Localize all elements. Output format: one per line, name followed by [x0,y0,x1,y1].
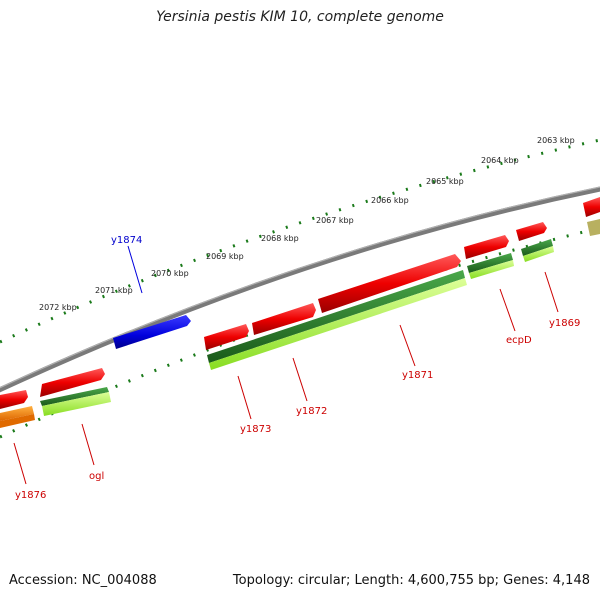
gene-band[interactable] [521,239,553,256]
gene-band[interactable] [469,260,514,279]
kbp-label: 2071 kbp [95,286,133,295]
kbp-label: 2064 kbp [481,156,519,165]
label-leader-line [13,442,27,485]
kbp-label: 2072 kbp [39,303,77,312]
gene-arrow[interactable] [252,303,316,335]
label-leader-line [237,375,252,420]
gene-label-y1872: y1872 [296,406,327,417]
label-leader-line [292,357,308,402]
gene-arrow[interactable] [516,222,547,241]
gene-band[interactable] [467,253,513,273]
gene-arrow[interactable] [0,390,28,409]
accession-text: Accession: NC_004088 [9,573,157,588]
gene-label-y1871: y1871 [402,370,433,381]
gene-arrow[interactable] [583,197,600,217]
gene-band[interactable] [207,270,465,363]
gene-label-y1874: y1874 [111,235,142,246]
genome-backbone [0,186,600,393]
gene-label-y1869: y1869 [549,318,580,329]
red-gene-row [0,197,600,409]
gene-label-y1873: y1873 [240,424,271,435]
label-leader-line [81,423,95,466]
gene-y1874-arrow[interactable] [113,315,191,349]
kbp-label: 2068 kbp [261,234,299,243]
kbp-label: 2063 kbp [537,136,575,145]
map-title: Yersinia pestis KIM 10, complete genome [156,9,444,25]
gene-band[interactable] [0,414,35,428]
genome-summary-text: Topology: circular; Length: 4,600,755 bp… [232,573,590,588]
label-leader-line [399,324,416,367]
gene-arrow[interactable] [204,324,249,350]
gene-arrow[interactable] [464,235,509,259]
gene-band[interactable] [0,406,34,421]
gene-label-ecpD: ecpD [506,335,532,346]
label-leader-line [127,245,143,294]
green-gene-row [0,219,600,428]
gene-label-y1876: y1876 [15,490,46,501]
gene-band[interactable] [523,246,554,262]
gene-band[interactable] [40,387,109,406]
label-leader-line [499,288,516,332]
gene-band[interactable] [209,278,467,370]
gene-band[interactable] [42,392,111,416]
kbp-label: 2065 kbp [426,177,464,186]
gene-arrow[interactable] [318,254,461,313]
kbp-label: 2070 kbp [151,269,189,278]
kbp-label: 2067 kbp [316,216,354,225]
kbp-label: 2066 kbp [371,196,409,205]
label-leader-line [544,271,559,313]
gene-band[interactable] [587,219,600,236]
gene-arrow[interactable] [40,368,105,397]
kbp-label: 2069 kbp [206,252,244,261]
gene-label-ogl: ogl [89,471,104,482]
